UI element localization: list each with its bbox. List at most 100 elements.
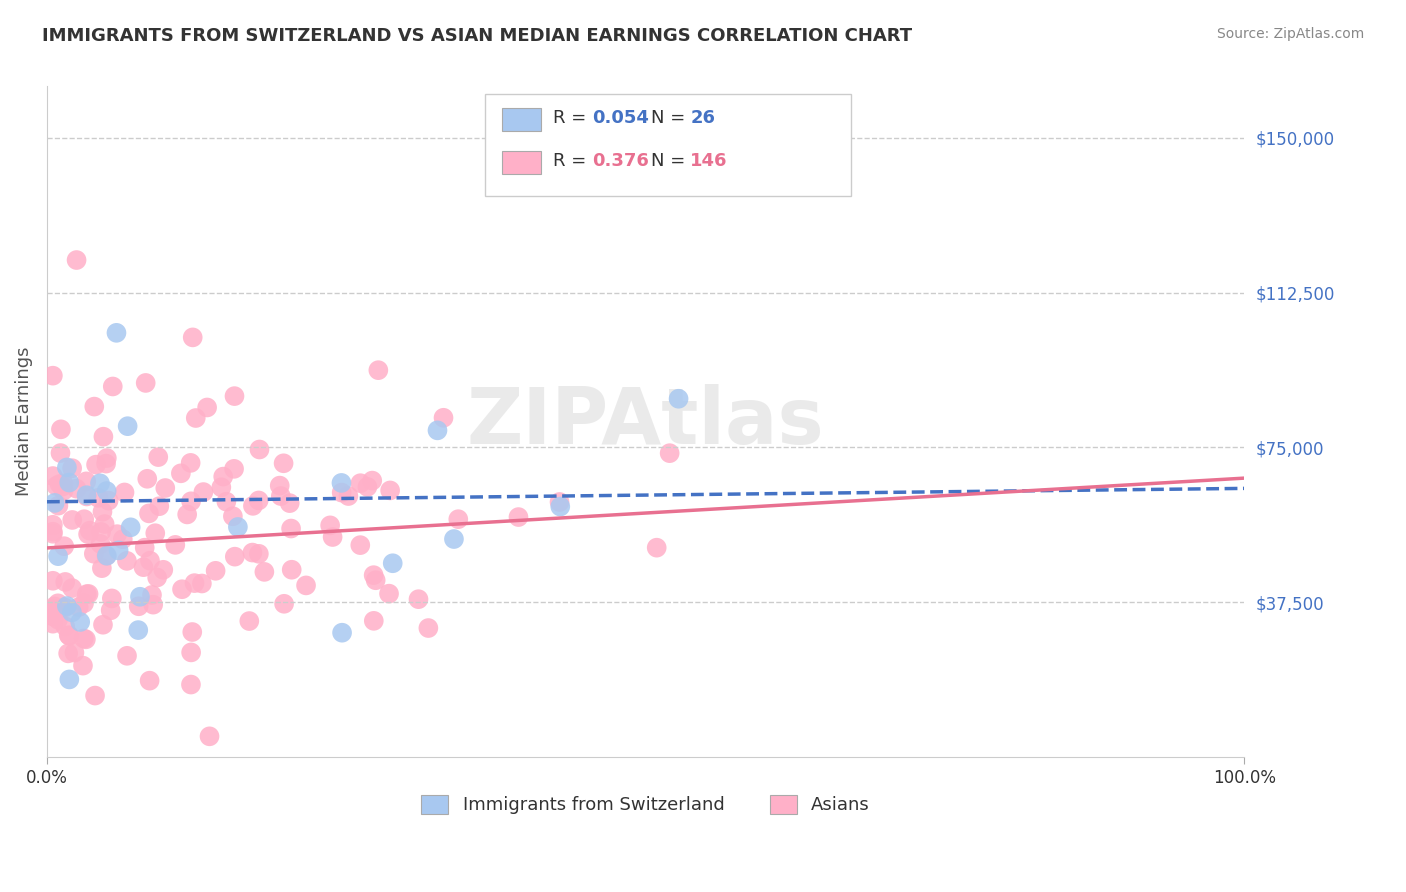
Point — [105, 326, 128, 340]
Point — [52, 476, 75, 491]
Point — [138, 673, 160, 688]
Point — [51, 480, 73, 494]
Point — [280, 522, 302, 536]
Point — [60, 605, 83, 619]
Point — [180, 645, 202, 659]
Point — [356, 480, 378, 494]
Point — [115, 648, 138, 663]
Point — [176, 508, 198, 522]
Text: 0.054: 0.054 — [592, 109, 648, 127]
Point — [128, 599, 150, 614]
Point — [215, 494, 238, 508]
Point — [364, 574, 387, 588]
Point — [330, 625, 353, 640]
Point — [42, 517, 65, 532]
Point — [148, 450, 170, 464]
Point — [60, 513, 83, 527]
Point — [42, 616, 65, 631]
Point — [96, 549, 118, 563]
Point — [381, 556, 404, 570]
Point — [96, 549, 118, 563]
Point — [253, 565, 276, 579]
Point — [42, 368, 65, 383]
Text: 26: 26 — [690, 109, 716, 127]
Point — [76, 490, 98, 504]
Point — [204, 564, 226, 578]
Point — [322, 530, 344, 544]
Point — [96, 451, 118, 466]
Point — [242, 499, 264, 513]
Y-axis label: Median Earnings: Median Earnings — [15, 347, 32, 497]
Point — [75, 475, 97, 489]
Point — [278, 496, 301, 510]
Point — [49, 422, 72, 436]
Point — [152, 563, 174, 577]
Point — [226, 520, 249, 534]
Point — [53, 619, 76, 633]
Point — [42, 574, 65, 588]
Point — [42, 526, 65, 541]
Point — [141, 588, 163, 602]
Point — [247, 493, 270, 508]
Point — [363, 568, 385, 582]
Point — [101, 591, 124, 606]
Point — [91, 617, 114, 632]
Point — [222, 462, 245, 476]
Point — [75, 632, 97, 647]
Point — [349, 476, 371, 491]
Point — [115, 554, 138, 568]
Point — [142, 598, 165, 612]
Point — [58, 673, 80, 687]
Point — [77, 587, 100, 601]
Point — [136, 472, 159, 486]
Point — [100, 603, 122, 617]
Point — [361, 474, 384, 488]
Point — [181, 625, 204, 640]
Point — [56, 599, 79, 613]
Point — [426, 423, 449, 437]
Point — [247, 547, 270, 561]
Point — [367, 363, 389, 377]
Point — [135, 376, 157, 390]
Legend: Immigrants from Switzerland, Asians: Immigrants from Switzerland, Asians — [413, 788, 877, 822]
Point — [107, 543, 129, 558]
Point — [330, 475, 353, 490]
Point — [42, 609, 65, 624]
Point — [191, 576, 214, 591]
Point — [337, 489, 360, 503]
Point — [42, 524, 65, 539]
Point — [295, 578, 318, 592]
Point — [73, 512, 96, 526]
Point — [96, 483, 118, 498]
Point — [89, 537, 111, 551]
Point — [45, 479, 67, 493]
Point — [269, 478, 291, 492]
Point — [181, 330, 204, 344]
Point — [42, 602, 65, 616]
Point — [432, 410, 454, 425]
Point — [349, 538, 371, 552]
Point — [209, 480, 232, 494]
Point — [378, 483, 401, 498]
Text: N =: N = — [651, 152, 690, 169]
Point — [193, 485, 215, 500]
Point — [138, 507, 160, 521]
Point — [114, 485, 136, 500]
Point — [645, 541, 668, 555]
Point — [129, 590, 152, 604]
Point — [183, 576, 205, 591]
Point — [242, 545, 264, 559]
Point — [65, 482, 87, 496]
Point — [44, 496, 66, 510]
Point — [132, 560, 155, 574]
Point — [319, 518, 342, 533]
Point — [58, 628, 80, 642]
Point — [222, 509, 245, 524]
Point — [73, 596, 96, 610]
Point — [127, 623, 149, 637]
Point — [83, 400, 105, 414]
Point — [668, 392, 690, 406]
Point — [73, 632, 96, 646]
Point — [91, 505, 114, 519]
Point — [249, 442, 271, 457]
